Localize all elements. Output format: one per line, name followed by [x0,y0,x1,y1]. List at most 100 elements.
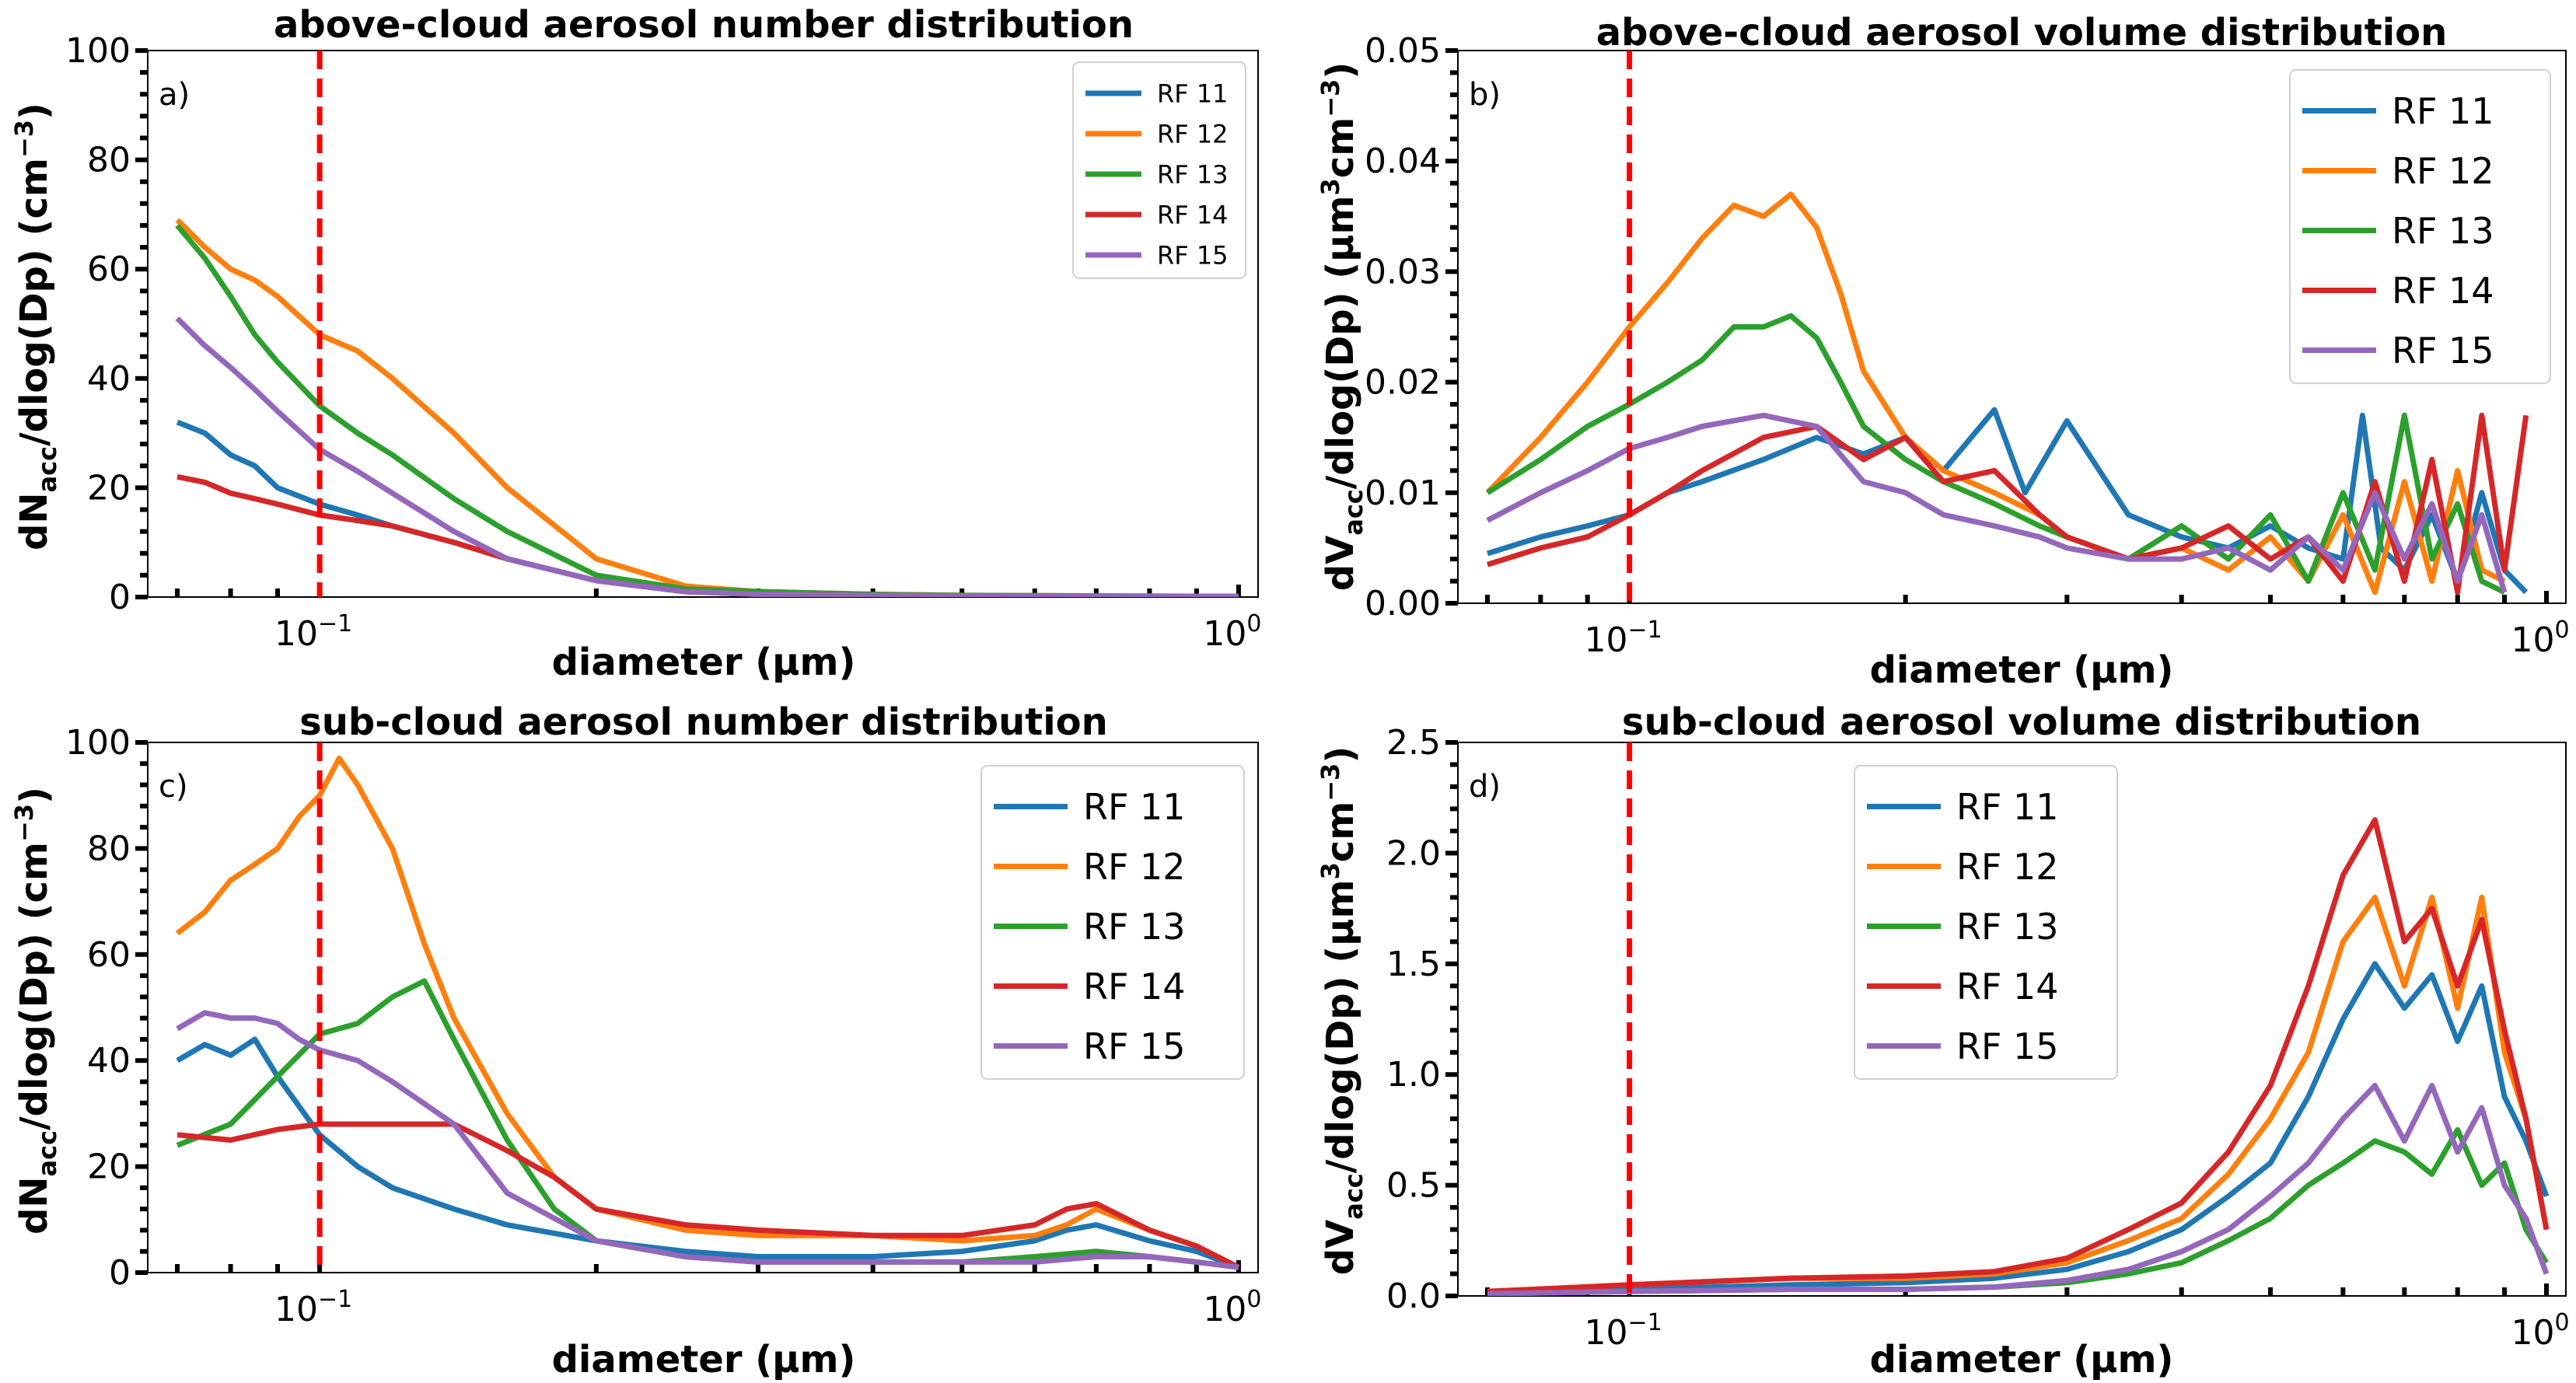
legend-label: RF 14 [2392,270,2494,312]
y-tick-label: 40 [87,1041,131,1081]
x-tick-label: 10−1 [274,1286,352,1329]
legend-label: RF 13 [1083,906,1186,948]
panel-a: 0 20 40 60 80 100 10−1 100 a) above-cloud aerosol… [9,3,1262,684]
legend-label: RF 15 [1956,1025,2059,1067]
legend-label: RF 13 [1956,906,2059,948]
legend-label: RF 14 [1956,966,2059,1008]
y-tick-label: 1.5 [1386,945,1441,984]
panel-title: sub-cloud aerosol volume distribution [1622,700,2421,744]
series-group [175,218,1239,597]
legend-label: RF 15 [1157,241,1229,271]
panel-d: 0.0 0.5 1.0 1.5 2.0 2.5 10−1 100 d) sub-cloud aer… [1316,700,2570,1381]
x-tick-label: 100 [1203,1286,1261,1329]
panel-tag: c) [159,769,188,805]
plot-frame [1457,742,2567,1297]
y-tick-label: 20 [87,1147,131,1187]
legend: RF 11 RF 12 RF 13 RF 14 RF 15 [980,765,1245,1080]
y-tick-label: 0.0 [1386,1276,1441,1316]
series-line-rf11 [1486,407,2529,595]
y-tick-label: 0.03 [1365,252,1441,292]
y-tick-label: 0.01 [1365,473,1441,513]
y-axis-label: dVacc/dlog(Dp) (µm3​cm−3​) [1316,746,1368,1276]
series-line-rf12 [1485,191,2506,595]
y-tick-label: 20 [87,468,131,508]
y-axis-label: dNacc/dlog(Dp) (cm−3​) [9,103,62,550]
legend-label: RF 15 [2392,330,2494,372]
series-line-rf13 [176,978,1239,1270]
legend: RF 11 RF 12 RF 13 RF 14 RF 15 [2289,69,2551,384]
legend-label: RF 12 [1956,846,2059,888]
series-line-rf14 [1487,817,2550,1294]
y-tick-label: 40 [87,359,131,399]
legend-label: RF 13 [1157,160,1229,190]
series-line-rf14 [177,473,1239,597]
y-tick-label: 80 [87,829,131,868]
x-axis-label: diameter (µm) [552,1338,856,1381]
series-line-rf13 [175,223,1239,597]
series-line-rf14 [177,1121,1240,1270]
legend-label: RF 11 [1956,786,2059,828]
y-tick-label: 100 [65,31,131,71]
series-line-rf15 [176,1010,1239,1270]
panel-title: sub-cloud aerosol number distribution [299,700,1108,744]
legend: RF 11 RF 12 RF 13 RF 14 RF 15 [1854,765,2118,1080]
series-line-rf14 [1486,412,2529,595]
legend-box [1854,765,2118,1080]
panel-title: above-cloud aerosol volume distribution [1596,11,2448,54]
series-group [1487,817,2550,1296]
legend-label: RF 11 [1083,786,1186,828]
series-group [1485,191,2529,595]
series-line-rf15 [1486,412,2508,593]
legend: RF 11 RF 12 RF 13 RF 14 RF 15 [1072,61,1246,279]
legend-label: RF 11 [1157,79,1229,109]
y-tick-label: 0 [109,578,131,617]
x-axis-label: diameter (µm) [1870,1338,2174,1381]
legend-label: RF 14 [1157,201,1229,230]
y-tick-label: 2.0 [1386,833,1441,873]
panel-tag: a) [159,77,190,113]
y-tick-label: 0.04 [1365,141,1441,181]
x-tick-label: 10−1 [1585,1309,1662,1353]
x-axis-label: diameter (µm) [552,641,856,684]
y-tick-label: 0.5 [1386,1166,1441,1206]
legend-label: RF 15 [1083,1025,1186,1067]
y-tick-label: 100 [65,723,131,763]
y-tick-label: 0.02 [1365,363,1441,403]
y-tick-label: 60 [87,250,131,289]
legend-box [1072,61,1246,279]
y-tick-label: 60 [87,935,131,975]
plot-frame [147,50,1259,598]
series-line-rf12 [175,756,1240,1270]
legend-label: RF 13 [2392,210,2494,252]
plot-frame [147,742,1259,1273]
legend-box [2289,69,2551,384]
legend-label: RF 12 [1157,120,1229,149]
y-tick-label: 0 [109,1253,131,1293]
x-tick-label: 100 [2511,1309,2569,1353]
series-line-rf11 [1487,961,2550,1296]
y-axis-label: dVacc/dlog(Dp) (µm3​cm−3​) [1316,62,1368,592]
legend-label: RF 14 [1083,966,1186,1008]
y-axis-label: dNacc/dlog(Dp) (cm−3​) [9,787,62,1235]
x-tick-label: 100 [1203,610,1261,654]
legend-box [980,765,1245,1080]
legend-label: RF 11 [2392,90,2494,132]
y-tick-label: 0.05 [1365,31,1441,71]
series-line-rf11 [176,419,1239,597]
legend-label: RF 12 [2392,150,2494,192]
x-tick-label: 10−1 [1585,616,1662,660]
x-tick-label: 100 [2511,616,2569,660]
y-tick-label: 1.0 [1386,1055,1441,1095]
x-axis-label: diameter (µm) [1870,648,2174,692]
plot-frame [1457,50,2567,604]
x-tick-label: 10−1 [274,610,352,654]
panel-tag: b) [1469,77,1501,113]
y-tick-label: 0.00 [1365,584,1441,623]
panel-b: 0.00 0.01 0.02 0.03 0.04 0.05 10−1 100 b) above-c… [1316,11,2570,692]
y-tick-label: 80 [87,141,131,180]
series-line-rf15 [1487,1082,2550,1296]
panel-tag: d) [1469,769,1501,805]
y-tick-label: 2.5 [1386,723,1441,763]
panel-c: 0 20 40 60 80 100 10−1 100 c) sub-cloud aerosol n… [9,700,1262,1381]
